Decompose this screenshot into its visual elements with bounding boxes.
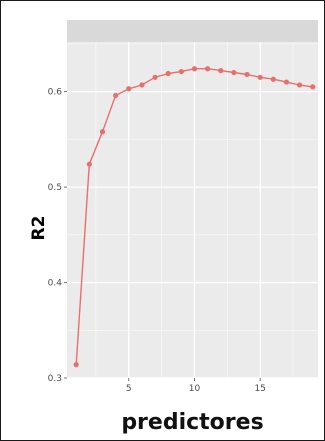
data-point	[231, 69, 237, 76]
data-point	[178, 68, 184, 75]
y-tick-label: 0.4	[48, 279, 63, 289]
data-point	[126, 86, 132, 92]
data-point	[86, 161, 92, 167]
data-point	[244, 71, 250, 78]
axis-ticks: 0.3 0.4 0.5 0.6 5 10 15	[48, 88, 266, 394]
data-point	[165, 70, 171, 77]
x-tick-label: 5	[126, 384, 132, 394]
data-point	[310, 84, 316, 90]
y-axis-label: R2	[29, 216, 49, 241]
data-point	[270, 76, 276, 82]
x-tick-label: 10	[189, 384, 201, 394]
series-layer	[73, 66, 316, 368]
facet-strip	[67, 20, 318, 42]
data-point	[205, 66, 211, 72]
x-axis-label: predictores	[121, 410, 264, 435]
data-point	[113, 92, 119, 99]
plot-background	[67, 42, 318, 378]
data-point	[139, 82, 145, 88]
y-tick-label: 0.5	[48, 183, 62, 193]
data-point	[218, 68, 224, 74]
data-point	[297, 82, 303, 88]
data-point	[152, 74, 158, 80]
data-point	[73, 362, 79, 368]
data-point	[283, 79, 290, 85]
grid-lines	[67, 42, 318, 379]
y-tick-label: 0.6	[48, 88, 63, 98]
data-point	[257, 74, 263, 80]
x-tick-label: 15	[254, 384, 265, 394]
data-point	[99, 129, 106, 135]
data-point	[191, 66, 198, 72]
y-tick-label: 0.3	[48, 374, 62, 384]
